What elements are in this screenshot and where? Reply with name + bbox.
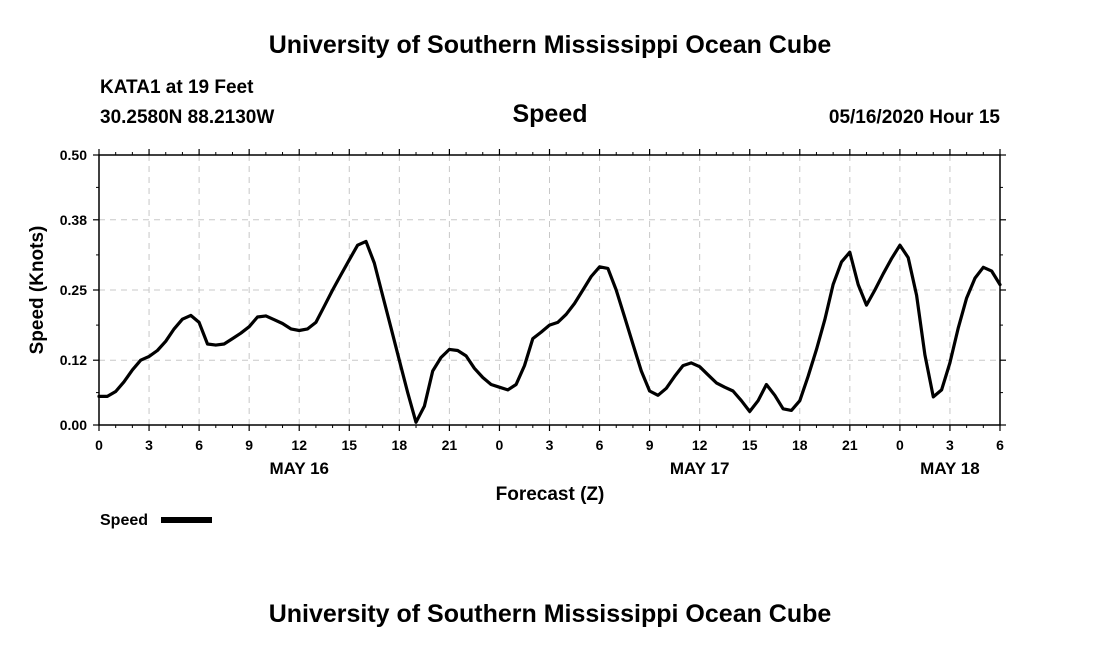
y-tick-labels: 0.00 0.12 0.25 0.38 0.50 [60,147,87,433]
x-tick-label: 9 [245,437,253,453]
x-tick-label: 3 [946,437,954,453]
y-tick-label: 0.00 [60,417,87,433]
x-tick-label: 18 [792,437,808,453]
station-coordinates: 30.2580N 88.2130W [100,107,275,128]
x-tick-label: 12 [291,437,307,453]
date-label: MAY 18 [920,459,980,478]
date-label: MAY 17 [670,459,730,478]
x-tick-label: 0 [95,437,103,453]
x-tick-label: 6 [195,437,203,453]
x-tick-label: 12 [692,437,708,453]
x-tick-label: 15 [742,437,758,453]
date-label: MAY 16 [269,459,329,478]
speed-series-line [97,239,1002,424]
x-tick-label: 18 [392,437,408,453]
x-tick-label: 6 [596,437,604,453]
x-tick-label: 21 [442,437,458,453]
y-tick-label: 0.12 [60,352,87,368]
x-tick-label: 6 [996,437,1004,453]
forecast-datetime: 05/16/2020 Hour 15 [828,107,1000,128]
x-tick-labels: 0 3 6 9 12 15 18 21 0 3 6 9 12 15 18 21 0 3 6 [95,437,1004,453]
x-tick-label: 21 [842,437,858,453]
x-tick-label: 9 [646,437,654,453]
chart-title: Speed [512,100,588,128]
x-tick-label: 3 [145,437,153,453]
axis-ticks [93,149,1006,431]
x-tick-label: 15 [341,437,357,453]
legend-label: Speed [100,512,148,529]
x-axis-label: Forecast (Z) [496,484,605,505]
grid-lines [99,155,1000,425]
y-tick-label: 0.50 [60,147,87,163]
y-tick-label: 0.38 [60,212,87,228]
station-label: KATA1 at 19 Feet [100,77,254,98]
x-tick-label: 0 [896,437,904,453]
bottom-title: University of Southern Mississippi Ocean… [268,600,832,628]
speed-chart: 0.00 0.12 0.25 0.38 0.50 0 3 6 9 12 15 18 21 0 3 6 9 12 1… [27,147,1006,529]
x-tick-label: 3 [546,437,554,453]
top-title: University of Southern Mississippi Ocean… [268,31,832,59]
y-tick-label: 0.25 [60,282,87,298]
x-tick-label: 0 [496,437,504,453]
date-labels: MAY 16 MAY 17 MAY 18 [269,459,979,478]
y-axis-label: Speed (Knots) [27,226,48,355]
